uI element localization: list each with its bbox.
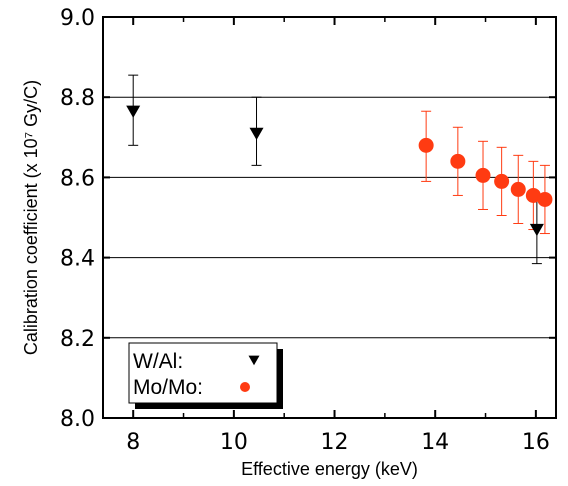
data-point-circle xyxy=(525,187,541,203)
data-point-circle xyxy=(450,153,466,169)
gridlines xyxy=(103,96,556,339)
data-point-triangle xyxy=(529,223,544,237)
x-tick-label: 8 xyxy=(126,430,140,455)
legend-marker-triangle xyxy=(248,355,260,366)
legend-box xyxy=(128,342,278,404)
x-axis-title: Effective energy (keV) xyxy=(241,459,418,479)
x-tick-label: 10 xyxy=(220,430,248,455)
y-tick-label: 8.4 xyxy=(60,247,95,272)
data-point-triangle xyxy=(126,105,141,118)
x-tick-label: 14 xyxy=(421,430,449,455)
data-point-circle xyxy=(510,181,526,197)
legend-label-w-al: W/Al: xyxy=(133,350,183,373)
x-tick-label: 12 xyxy=(321,430,349,455)
data-point-triangle xyxy=(249,127,264,140)
y-axis-title: Calibration coefficient (x 10⁷ Gy/C) xyxy=(21,80,41,355)
tick-labels: 8.0 8.2 8.4 8.6 8.8 9.0 8 10 12 14 16 xyxy=(60,6,550,455)
data-point-circle xyxy=(494,173,510,189)
y-tick-label: 9.0 xyxy=(60,6,95,31)
plot-frame xyxy=(102,16,557,419)
data-markers xyxy=(126,105,553,237)
data-point-circle xyxy=(475,167,491,183)
axis-ticks xyxy=(103,16,556,419)
y-tick-label: 8.8 xyxy=(60,86,95,111)
x-tick-label: 16 xyxy=(522,430,550,455)
y-tick-label: 8.6 xyxy=(60,166,95,191)
y-tick-label: 8.2 xyxy=(60,327,95,352)
data-point-circle xyxy=(418,137,434,153)
data-point-circle xyxy=(537,191,553,207)
legend: W/Al: Mo/Mo: xyxy=(128,342,283,409)
legend-label-mo-mo: Mo/Mo: xyxy=(133,376,203,399)
y-tick-label: 8.0 xyxy=(60,407,95,432)
legend-marker-circle xyxy=(240,382,250,392)
